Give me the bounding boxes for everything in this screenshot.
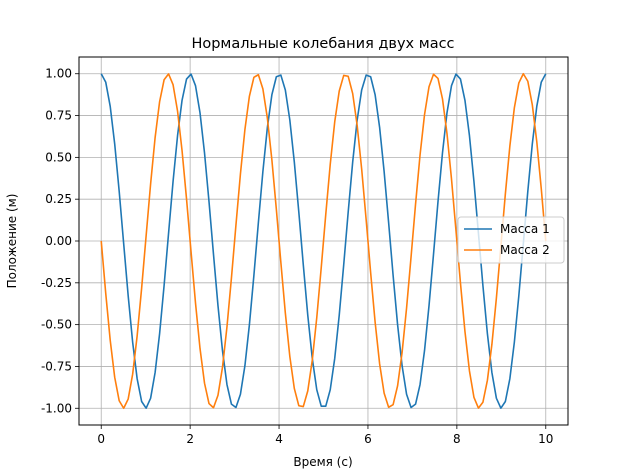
x-tick-label: 4 [275, 432, 283, 446]
y-tick-label: 0.50 [45, 150, 72, 164]
x-tick-label: 10 [538, 432, 553, 446]
series-line-mass-2 [100, 72, 547, 410]
y-axis-label: Положение (м) [5, 194, 19, 289]
y-tick-label: 1.00 [45, 67, 72, 81]
legend: Масса 1 Масса 2 [457, 216, 565, 264]
legend-label-mass-2: Масса 2 [500, 243, 550, 257]
x-axis-ticks: 0 2 4 6 8 10 [97, 425, 553, 446]
x-axis-label: Время (с) [293, 455, 352, 469]
x-tick-label: 6 [364, 432, 372, 446]
x-tick-label: 0 [97, 432, 105, 446]
series-layer [100, 72, 547, 410]
series-line-mass-1 [100, 73, 547, 409]
y-tick-label: -0.25 [41, 276, 72, 290]
y-tick-label: -1.00 [41, 401, 72, 415]
x-tick-label: 8 [453, 432, 461, 446]
y-tick-label: -0.50 [41, 318, 72, 332]
y-tick-label: 0.75 [45, 109, 72, 123]
legend-label-mass-1: Масса 1 [500, 222, 550, 236]
y-tick-label: -0.75 [41, 359, 72, 373]
y-tick-label: 0.25 [45, 192, 72, 206]
y-axis-ticks: -1.00 -0.75 -0.50 -0.25 0.00 0.25 0.50 0.75 1.00 [41, 67, 79, 415]
x-tick-label: 2 [186, 432, 194, 446]
y-tick-label: 0.00 [45, 234, 72, 248]
chart-title: Нормальные колебания двух масс [191, 36, 454, 52]
